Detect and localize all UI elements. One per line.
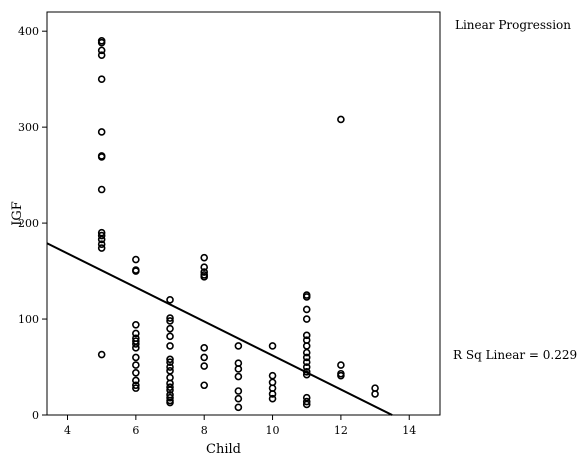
data-point [166,393,174,402]
data-point [166,342,174,350]
data-point [337,115,345,124]
data-point [302,348,311,357]
data-point [234,403,243,412]
data-point [200,353,208,362]
data-point [132,329,140,338]
data-point [234,387,243,395]
x-tick-label: 6 [132,424,139,437]
data-point [302,397,311,406]
data-point [132,368,140,377]
data-point [132,376,140,385]
data-point [132,381,140,390]
data-point [97,153,106,161]
y-axis-label: IGF [10,201,25,226]
x-tick-label: 8 [201,424,208,437]
data-point [166,355,174,364]
data-point [302,358,311,367]
data-point [166,367,174,375]
data-point [166,358,174,367]
data-point [166,386,174,394]
data-point [132,384,140,392]
data-point [234,372,243,381]
data-point [234,394,243,403]
data-point [302,315,311,323]
r-squared-label: R Sq Linear = 0.229 [453,348,577,362]
data-point [97,128,106,136]
data-point [166,398,174,407]
data-point [302,363,311,371]
x-tick-label: 14 [402,424,416,437]
x-tick-label: 12 [334,424,348,437]
data-point [302,400,311,409]
data-point [132,353,140,362]
data-point [166,296,174,304]
data-point [302,353,311,362]
data-point [337,361,345,369]
data-point [97,38,106,47]
x-tick-label: 4 [64,424,71,437]
data-point [132,267,140,275]
data-point [302,293,311,301]
data-point [200,344,208,352]
data-point [166,383,174,391]
data-point [166,332,174,341]
data-point [132,344,140,352]
data-point [200,362,208,370]
data-point [166,317,174,325]
data-point [302,331,311,340]
data-point [371,390,379,398]
data-point [97,235,106,244]
x-axis: 4 6 8 10 12 14 [64,415,416,437]
data-point [234,365,243,373]
data-point [200,268,208,276]
x-tick-label: 10 [266,424,280,437]
data-point [200,381,208,390]
data-point [234,342,243,350]
data-point [166,314,174,322]
data-point [97,240,106,249]
y-tick-label: 400 [18,25,39,38]
data-point [97,350,106,359]
data-point [200,263,208,272]
data-point [302,305,311,314]
data-point [132,340,140,348]
data-point [268,342,277,350]
data-point [132,255,140,264]
data-point [268,371,277,380]
data-point [97,51,106,59]
y-tick-label: 100 [18,313,39,326]
data-point [268,394,277,403]
plot-frame [46,11,441,416]
data-point [97,46,106,55]
data-point [132,361,140,369]
data-point [200,253,208,262]
y-tick-label: 300 [18,121,39,134]
data-point [268,390,277,398]
data-point [166,363,174,371]
data-point [97,231,106,240]
fit-line-label: Linear Progression [455,18,571,32]
x-axis-label: Child [206,442,241,457]
data-point [166,324,174,333]
data-point [337,371,345,380]
fit-line [46,242,393,416]
y-axis: 0 100 200 300 400 [18,25,47,422]
data-point [200,273,208,281]
data-point [97,244,106,252]
data-points [97,36,379,412]
y-tick-label: 0 [32,409,39,422]
y-tick-label: 200 [18,217,39,230]
data-point [132,321,140,329]
data-point [97,75,106,83]
data-point [97,185,106,194]
